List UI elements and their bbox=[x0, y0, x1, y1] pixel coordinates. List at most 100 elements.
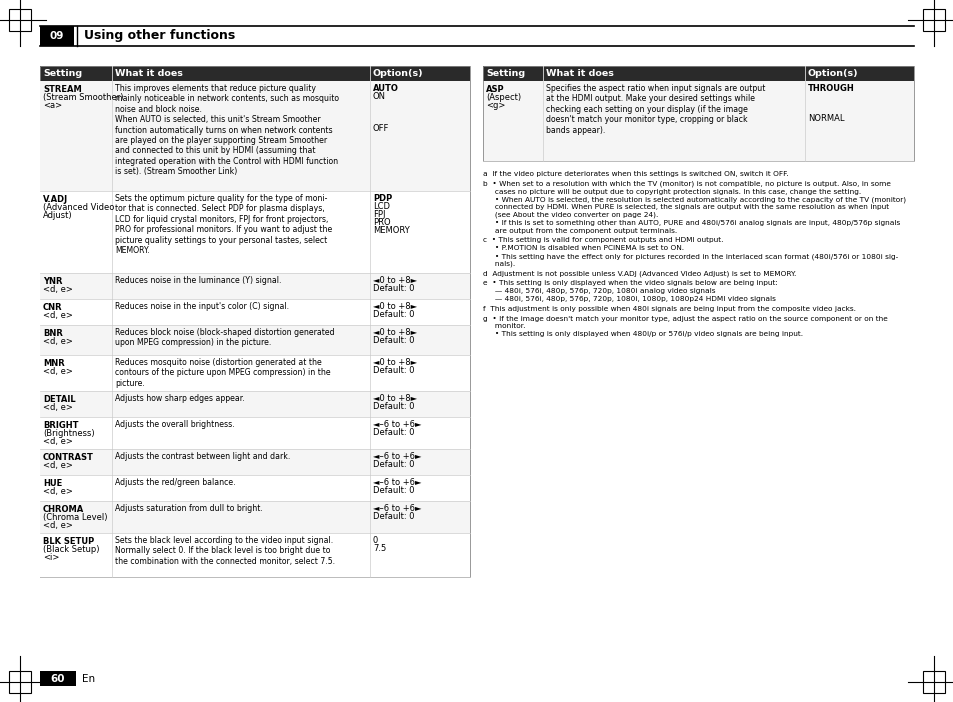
Text: En: En bbox=[82, 673, 95, 684]
Text: (Aspect): (Aspect) bbox=[485, 93, 520, 102]
Text: <d, e>: <d, e> bbox=[43, 337, 72, 346]
Text: (Chroma Level): (Chroma Level) bbox=[43, 513, 108, 522]
Bar bbox=[40, 81, 470, 191]
Text: <d, e>: <d, e> bbox=[43, 461, 72, 470]
Text: g  • If the image doesn't match your monitor type, adjust the aspect ratio on th: g • If the image doesn't match your moni… bbox=[482, 316, 887, 322]
Text: ◄0 to +8►: ◄0 to +8► bbox=[373, 276, 416, 285]
Text: f  This adjustment is only possible when 480i signals are being input from the c: f This adjustment is only possible when … bbox=[482, 306, 855, 312]
Text: a  If the video picture deteriorates when this settings is switched ON, switch i: a If the video picture deteriorates when… bbox=[482, 171, 788, 177]
Text: <d, e>: <d, e> bbox=[43, 403, 72, 412]
Text: What it does: What it does bbox=[115, 69, 183, 78]
Text: Adjusts the red/green balance.: Adjusts the red/green balance. bbox=[115, 478, 235, 487]
Bar bbox=[40, 299, 470, 325]
Text: ◄–6 to +6►: ◄–6 to +6► bbox=[373, 504, 421, 513]
Bar bbox=[10, 9, 30, 31]
Text: ◄0 to +8►: ◄0 to +8► bbox=[373, 302, 416, 311]
Text: Default: 0: Default: 0 bbox=[373, 428, 414, 437]
Text: c  • This setting is valid for component outputs and HDMI output.: c • This setting is valid for component … bbox=[482, 237, 722, 244]
Text: ◄0 to +8►: ◄0 to +8► bbox=[373, 328, 416, 337]
Text: (Stream Smoother): (Stream Smoother) bbox=[43, 93, 123, 102]
Text: • When AUTO is selected, the resolution is selected automatically according to t: • When AUTO is selected, the resolution … bbox=[482, 197, 905, 203]
Text: ◄0 to +8►: ◄0 to +8► bbox=[373, 394, 416, 403]
Text: Sets the black level according to the video input signal.
Normally select 0. If : Sets the black level according to the vi… bbox=[115, 536, 335, 566]
Text: <g>: <g> bbox=[485, 101, 505, 110]
Text: — 480i, 576i, 480p, 576p, 720p, 1080i, 1080p, 1080p24 HDMI video signals: — 480i, 576i, 480p, 576p, 720p, 1080i, 1… bbox=[482, 296, 775, 302]
Text: (Black Setup): (Black Setup) bbox=[43, 545, 99, 554]
Text: Adjusts how sharp edges appear.: Adjusts how sharp edges appear. bbox=[115, 394, 245, 403]
Text: Adjusts the contrast between light and dark.: Adjusts the contrast between light and d… bbox=[115, 452, 290, 461]
Text: CHROMA: CHROMA bbox=[43, 505, 84, 514]
Text: Reduces block noise (block-shaped distortion generated
upon MPEG compression) in: Reduces block noise (block-shaped distor… bbox=[115, 328, 335, 347]
Text: connected by HDMI. When PURE is selected, the signals are output with the same r: connected by HDMI. When PURE is selected… bbox=[482, 204, 888, 210]
Bar bbox=[482, 66, 913, 81]
Text: Sets the optimum picture quality for the type of moni-
tor that is connected. Se: Sets the optimum picture quality for the… bbox=[115, 194, 332, 255]
Text: HUE: HUE bbox=[43, 479, 62, 488]
Text: PRO: PRO bbox=[373, 218, 390, 227]
Bar bbox=[40, 501, 470, 533]
Text: — 480i, 576i, 480p, 576p, 720p, 1080i analog video signals: — 480i, 576i, 480p, 576p, 720p, 1080i an… bbox=[482, 289, 715, 294]
Text: 7.5: 7.5 bbox=[373, 544, 386, 553]
Text: ◄–6 to +6►: ◄–6 to +6► bbox=[373, 452, 421, 461]
Text: LCD: LCD bbox=[373, 202, 390, 211]
Text: nals).: nals). bbox=[482, 261, 515, 267]
Text: CNR: CNR bbox=[43, 303, 63, 312]
Text: Using other functions: Using other functions bbox=[84, 29, 235, 43]
Text: Setting: Setting bbox=[485, 69, 524, 78]
Text: Default: 0: Default: 0 bbox=[373, 486, 414, 495]
Text: Default: 0: Default: 0 bbox=[373, 402, 414, 411]
Text: BNR: BNR bbox=[43, 329, 63, 338]
Text: What it does: What it does bbox=[545, 69, 613, 78]
Bar bbox=[40, 26, 74, 46]
Text: • This setting have the effect only for pictures recorded in the interlaced scan: • This setting have the effect only for … bbox=[482, 253, 898, 260]
Text: PDP: PDP bbox=[373, 194, 392, 203]
Text: monitor.: monitor. bbox=[482, 324, 525, 329]
Bar bbox=[923, 9, 943, 31]
Text: Default: 0: Default: 0 bbox=[373, 336, 414, 345]
Text: <d, e>: <d, e> bbox=[43, 311, 72, 320]
Bar bbox=[40, 417, 470, 449]
Text: Reduces noise in the input's color (C) signal.: Reduces noise in the input's color (C) s… bbox=[115, 302, 289, 311]
Text: ASP: ASP bbox=[485, 85, 504, 94]
Text: <i>: <i> bbox=[43, 553, 59, 562]
Text: Default: 0: Default: 0 bbox=[373, 512, 414, 521]
Text: Setting: Setting bbox=[43, 69, 82, 78]
Text: AUTO: AUTO bbox=[373, 84, 398, 93]
Text: 60: 60 bbox=[51, 673, 65, 684]
Bar bbox=[40, 391, 470, 417]
Text: (see About the video converter on page 24).: (see About the video converter on page 2… bbox=[482, 212, 658, 218]
Text: 0: 0 bbox=[373, 536, 377, 545]
Text: Specifies the aspect ratio when input signals are output
at the HDMI output. Mak: Specifies the aspect ratio when input si… bbox=[545, 84, 764, 135]
Text: Reduces noise in the luminance (Y) signal.: Reduces noise in the luminance (Y) signa… bbox=[115, 276, 281, 285]
Text: Default: 0: Default: 0 bbox=[373, 310, 414, 319]
Text: DETAIL: DETAIL bbox=[43, 395, 75, 404]
Text: (Advanced Video: (Advanced Video bbox=[43, 203, 114, 212]
Bar bbox=[40, 66, 470, 577]
Text: ◄–6 to +6►: ◄–6 to +6► bbox=[373, 420, 421, 429]
Text: <a>: <a> bbox=[43, 101, 62, 110]
Bar bbox=[40, 449, 470, 475]
Text: NORMAL: NORMAL bbox=[807, 114, 843, 123]
Text: <d, e>: <d, e> bbox=[43, 487, 72, 496]
Text: Adjusts saturation from dull to bright.: Adjusts saturation from dull to bright. bbox=[115, 504, 263, 513]
Bar bbox=[40, 355, 470, 391]
Bar bbox=[40, 273, 470, 299]
Bar bbox=[10, 671, 30, 693]
Text: <d, e>: <d, e> bbox=[43, 437, 72, 446]
Text: <d, e>: <d, e> bbox=[43, 285, 72, 294]
Text: MEMORY: MEMORY bbox=[373, 226, 410, 235]
Text: d  Adjustment is not possible unless V.ADJ (Advanced Video Adjust) is set to MEM: d Adjustment is not possible unless V.AD… bbox=[482, 270, 796, 277]
Bar bbox=[40, 325, 470, 355]
Text: • P.MOTION is disabled when PCINEMA is set to ON.: • P.MOTION is disabled when PCINEMA is s… bbox=[482, 245, 683, 251]
Text: <d, e>: <d, e> bbox=[43, 367, 72, 376]
Bar bbox=[40, 66, 470, 81]
Bar bbox=[482, 81, 913, 161]
Text: cases no picture will be output due to copyright protection signals. In this cas: cases no picture will be output due to c… bbox=[482, 189, 861, 194]
Text: This improves elements that reduce picture quality
mainly noticeable in network : This improves elements that reduce pictu… bbox=[115, 84, 338, 176]
Text: STREAM: STREAM bbox=[43, 85, 82, 94]
Bar bbox=[40, 533, 470, 577]
Text: BLK SETUP: BLK SETUP bbox=[43, 537, 94, 546]
Text: b  • When set to a resolution with which the TV (monitor) is not compatible, no : b • When set to a resolution with which … bbox=[482, 181, 890, 187]
Text: Option(s): Option(s) bbox=[807, 69, 858, 78]
Bar bbox=[482, 66, 913, 161]
Text: Option(s): Option(s) bbox=[373, 69, 423, 78]
